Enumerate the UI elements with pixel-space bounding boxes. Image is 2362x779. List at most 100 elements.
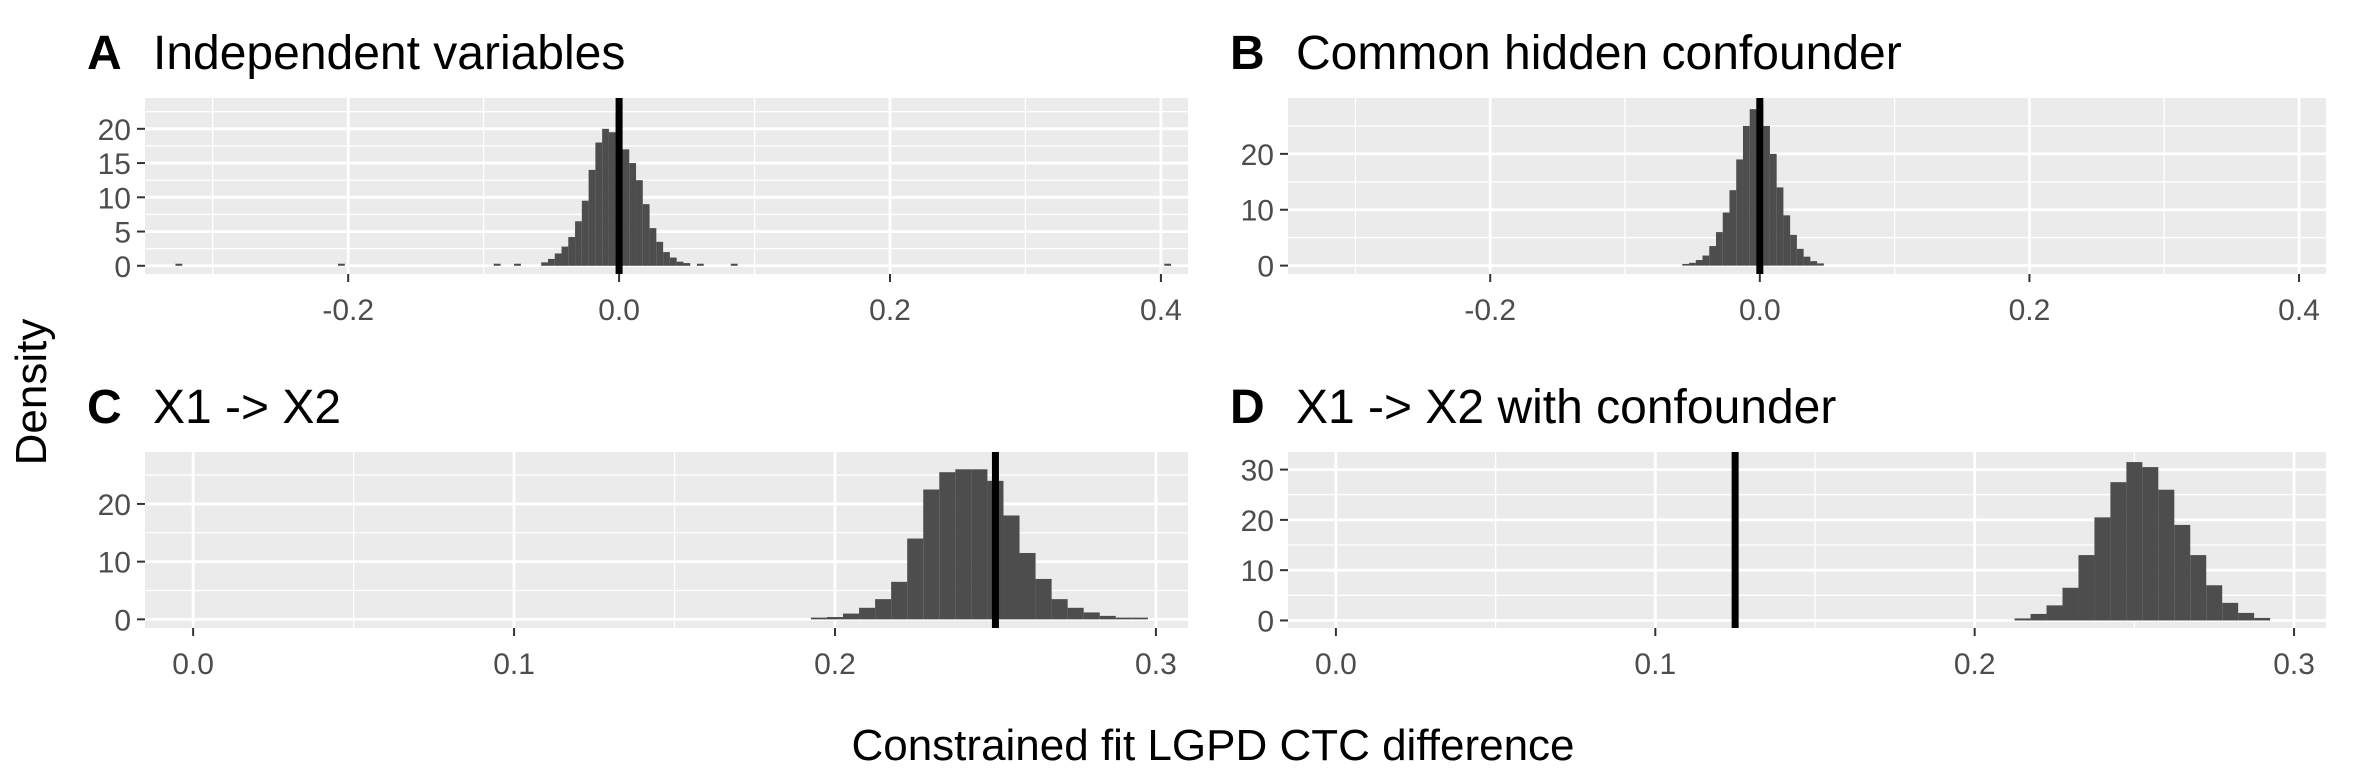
panel-b-bar bbox=[1810, 261, 1818, 266]
panel-a-ytick-label: 20 bbox=[98, 114, 131, 147]
panel-a-bar bbox=[602, 128, 609, 266]
panel-a-bar bbox=[338, 263, 345, 266]
panel-d-bar bbox=[2254, 617, 2271, 621]
panel-b-bar bbox=[1702, 255, 1710, 266]
panel-a-ytick-label: 10 bbox=[98, 182, 131, 215]
panel-a-bar bbox=[588, 169, 596, 266]
panel-d-bar bbox=[2190, 555, 2207, 621]
panel-a: A Independent variables -0.2 0.0 0.2 0.4 05101… bbox=[87, 27, 1188, 327]
panel-b-bar bbox=[1769, 153, 1777, 266]
panel-a-bar bbox=[642, 204, 650, 266]
panel-a-bar bbox=[1164, 263, 1172, 266]
panel-c-bar bbox=[971, 469, 988, 620]
panel-c: C X1 -> X2 0.0 0.1 0.2 0.3 0 10 20 bbox=[87, 381, 1188, 681]
panel-c-bar bbox=[1003, 515, 1020, 620]
panel-b-bar bbox=[1695, 260, 1703, 266]
panel-d-bar bbox=[2238, 612, 2255, 621]
panel-c-bar bbox=[1067, 607, 1084, 620]
panel-a-xtick-label: -0.2 bbox=[322, 294, 374, 327]
panel-a-bar bbox=[541, 262, 548, 266]
panel-d-bar bbox=[2062, 587, 2079, 621]
panel-a-ytick-label: 15 bbox=[98, 148, 131, 181]
panel-a-bar bbox=[656, 241, 664, 266]
panel-b-xtick-label: 0.0 bbox=[1739, 294, 1781, 327]
panel-c-xtick-label: 0.0 bbox=[172, 648, 214, 681]
panel-c-bar bbox=[810, 617, 827, 620]
panel-b-bar bbox=[1790, 234, 1797, 266]
panel-d-bar bbox=[2094, 517, 2111, 621]
panel-d-xtick-label: 0.1 bbox=[1634, 648, 1676, 681]
panel-a-bar bbox=[696, 263, 704, 266]
panel-c-bar bbox=[1083, 612, 1100, 620]
panel-b-bar bbox=[1736, 159, 1743, 266]
panel-d-letter: D bbox=[1230, 381, 1265, 434]
panel-c-ytick-label: 0 bbox=[114, 604, 131, 637]
panel-c-bar bbox=[1099, 615, 1116, 620]
panel-a-xtick-label: 0.0 bbox=[598, 294, 640, 327]
panel-b-bar bbox=[1722, 212, 1730, 266]
panel-c-bar bbox=[1035, 578, 1052, 620]
panel-b-bar bbox=[1817, 263, 1824, 266]
panel-a-bar bbox=[649, 228, 657, 266]
panel-b-background bbox=[1288, 98, 2326, 274]
panel-d-bar bbox=[2174, 524, 2191, 621]
panel-b-ytick-label: 20 bbox=[1241, 139, 1274, 172]
panels: A Independent variables-0.2 0.0 0.2 0.405101… bbox=[87, 27, 2326, 681]
panel-c-bar bbox=[923, 489, 940, 620]
panel-c-bar bbox=[1131, 617, 1148, 620]
panel-b-xtick-label: 0.4 bbox=[2278, 294, 2320, 327]
panel-a-bar bbox=[514, 263, 521, 266]
x-axis-title: Constrained fit LGPD CTC difference bbox=[851, 721, 1574, 770]
panel-c-bar bbox=[891, 581, 908, 620]
panel-d-bar bbox=[2046, 605, 2063, 621]
panel-b-xtick-label: 0.2 bbox=[2009, 294, 2051, 327]
panel-d-bar bbox=[2126, 462, 2143, 621]
panel-d-ytick-label: 0 bbox=[1257, 605, 1274, 638]
panel-d-bar bbox=[2014, 618, 2031, 621]
panel-a-xtick-label: 0.4 bbox=[1140, 294, 1182, 327]
panel-a-bar bbox=[629, 163, 637, 266]
panel-a-bar bbox=[636, 180, 643, 266]
panel-a-bar bbox=[581, 200, 589, 266]
panel-c-bar bbox=[907, 538, 924, 620]
panel-d-bar bbox=[2158, 489, 2175, 621]
panel-a-ytick-label: 0 bbox=[114, 251, 131, 284]
panel-a-title: Independent variables bbox=[153, 27, 625, 80]
panel-a-xtick-label: 0.2 bbox=[869, 294, 911, 327]
panel-a-bar bbox=[676, 261, 684, 266]
panel-d-xtick-label: 0.2 bbox=[1954, 648, 1996, 681]
panel-c-ytick-label: 10 bbox=[98, 547, 131, 580]
panel-a-ytick-label: 5 bbox=[114, 217, 131, 250]
panel-b-ytick-label: 0 bbox=[1257, 251, 1274, 284]
panel-c-bar bbox=[1115, 617, 1132, 620]
panel-c-xtick-label: 0.2 bbox=[814, 648, 856, 681]
panel-a-bar bbox=[622, 149, 630, 266]
panel-a-bar bbox=[608, 132, 616, 266]
panel-c-title: X1 -> X2 bbox=[153, 381, 341, 434]
panel-a-bar bbox=[568, 237, 576, 266]
panel-c-bar bbox=[939, 472, 956, 620]
panel-c-bar bbox=[843, 613, 860, 620]
panel-d-xtick-label: 0.0 bbox=[1315, 648, 1357, 681]
panel-c-bar bbox=[826, 617, 844, 620]
panel-b-bar bbox=[1763, 125, 1770, 266]
panel-a-bar bbox=[175, 263, 183, 266]
panel-d-ytick-label: 10 bbox=[1241, 555, 1274, 588]
panel-b-bar bbox=[1803, 256, 1811, 266]
panel-b-bar bbox=[1783, 215, 1791, 266]
panel-b-bar bbox=[1709, 246, 1717, 266]
panel-a-bar bbox=[669, 257, 677, 266]
panel-c-bar bbox=[875, 599, 892, 620]
panel-d: D X1 -> X2 with confounder 0.0 0.1 0.2 0.3 0 10… bbox=[1230, 381, 2326, 681]
panel-d-bar bbox=[2110, 482, 2127, 621]
panel-a-letter: A bbox=[87, 27, 122, 80]
panel-b-bar bbox=[1796, 248, 1804, 266]
panel-d-bar bbox=[2142, 467, 2159, 621]
panel-b-bar bbox=[1749, 109, 1757, 266]
panel-a-bar bbox=[554, 253, 562, 266]
panel-a-bar bbox=[561, 246, 569, 266]
panel-d-ytick-label: 20 bbox=[1241, 505, 1274, 538]
panel-a-bar bbox=[575, 221, 582, 266]
panel-b-bar bbox=[1689, 262, 1696, 266]
panel-c-bar bbox=[1051, 599, 1068, 620]
